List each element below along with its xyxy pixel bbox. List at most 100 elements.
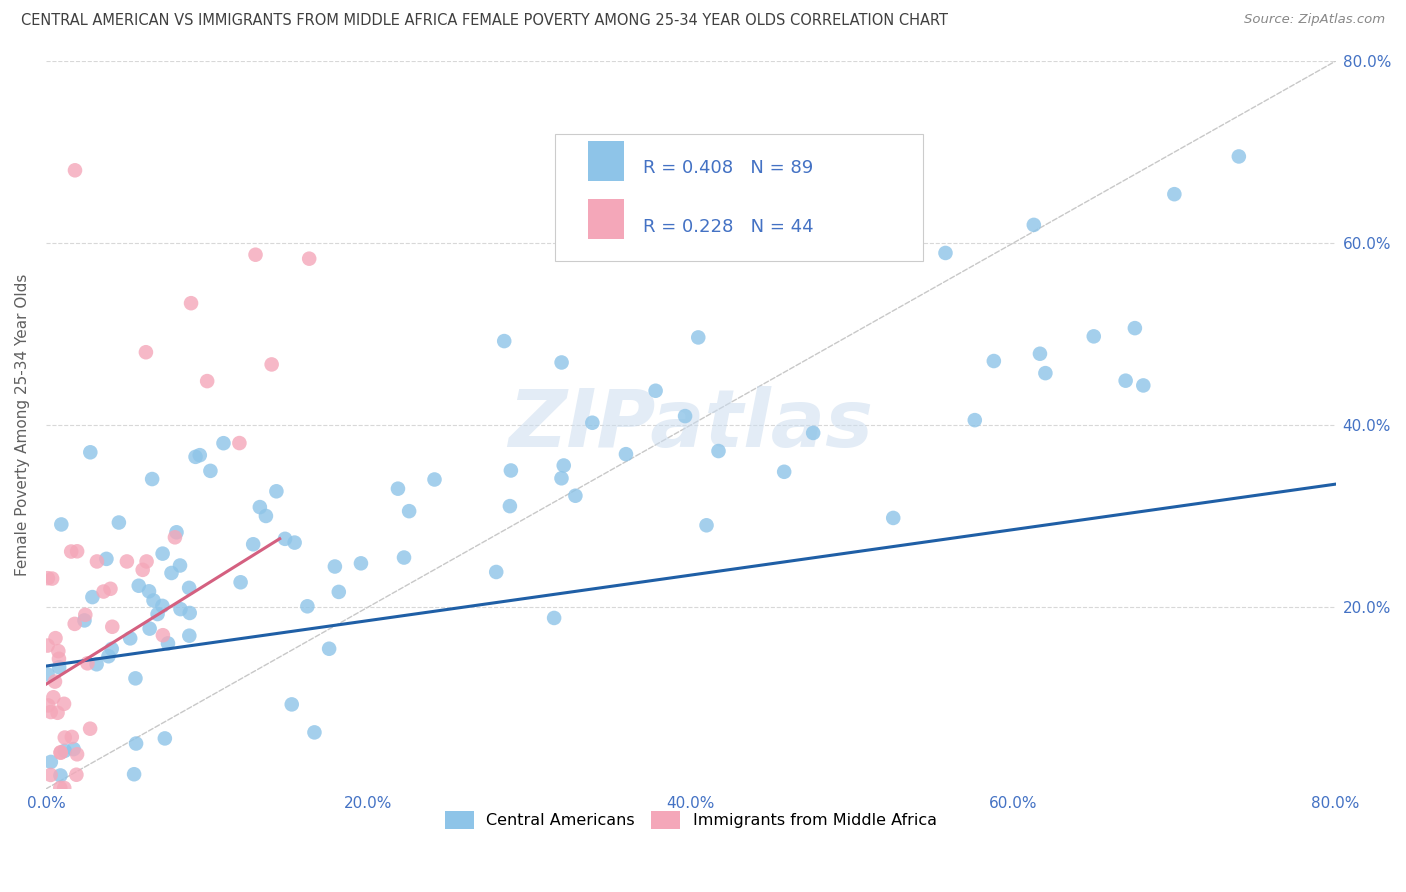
- Point: [124, 671, 146, 685]
- Point: [86, 657, 108, 672]
- Point: [284, 535, 307, 549]
- Point: [120, 632, 142, 646]
- Point: [281, 698, 304, 712]
- Point: [65, 768, 87, 782]
- Point: [318, 641, 340, 656]
- Y-axis label: Female Poverty Among 25-34 Year Olds: Female Poverty Among 25-34 Year Olds: [15, 274, 30, 576]
- Point: [188, 448, 211, 462]
- Point: [179, 629, 201, 643]
- Point: [229, 575, 252, 590]
- Point: [614, 447, 637, 461]
- Point: [195, 374, 218, 388]
- Point: [37, 667, 59, 681]
- Point: [983, 354, 1005, 368]
- Point: [1115, 374, 1137, 388]
- Point: [499, 463, 522, 477]
- Point: [135, 554, 157, 568]
- Point: [100, 641, 122, 656]
- Point: [51, 517, 73, 532]
- Point: [48, 652, 70, 666]
- Text: CENTRAL AMERICAN VS IMMIGRANTS FROM MIDDLE AFRICA FEMALE POVERTY AMONG 25-34 YEA: CENTRAL AMERICAN VS IMMIGRANTS FROM MIDD…: [21, 13, 948, 29]
- Point: [63, 163, 86, 178]
- Point: [1022, 218, 1045, 232]
- Point: [138, 622, 160, 636]
- Point: [146, 607, 169, 621]
- Point: [131, 563, 153, 577]
- Point: [1227, 149, 1250, 163]
- Point: [1123, 321, 1146, 335]
- Point: [266, 484, 288, 499]
- Point: [93, 584, 115, 599]
- Point: [53, 697, 76, 711]
- Point: [153, 731, 176, 746]
- Point: [260, 358, 283, 372]
- Point: [76, 657, 98, 671]
- Point: [323, 559, 346, 574]
- Point: [156, 636, 179, 650]
- Point: [66, 747, 89, 762]
- Point: [79, 445, 101, 459]
- Point: [274, 532, 297, 546]
- Point: [249, 500, 271, 514]
- Point: [200, 464, 222, 478]
- Point: [423, 473, 446, 487]
- Point: [135, 345, 157, 359]
- Point: [773, 465, 796, 479]
- FancyBboxPatch shape: [588, 141, 624, 181]
- Point: [297, 599, 319, 614]
- Point: [882, 511, 904, 525]
- Point: [46, 644, 69, 658]
- Point: [53, 780, 76, 795]
- Text: R = 0.228   N = 44: R = 0.228 N = 44: [643, 218, 814, 235]
- Point: [53, 744, 76, 758]
- Point: [688, 330, 710, 344]
- Point: [184, 450, 207, 464]
- Point: [304, 725, 326, 739]
- Point: [707, 444, 730, 458]
- Point: [60, 544, 83, 558]
- Point: [66, 544, 89, 558]
- Point: [1132, 378, 1154, 392]
- Point: [125, 737, 148, 751]
- Point: [150, 599, 173, 613]
- Point: [228, 436, 250, 450]
- Point: [212, 436, 235, 450]
- Point: [163, 530, 186, 544]
- Point: [48, 660, 70, 674]
- Point: [53, 731, 76, 745]
- Point: [169, 602, 191, 616]
- Point: [39, 768, 62, 782]
- Point: [934, 246, 956, 260]
- Point: [166, 525, 188, 540]
- Point: [96, 552, 118, 566]
- Point: [1029, 347, 1052, 361]
- Point: [179, 606, 201, 620]
- Point: [392, 550, 415, 565]
- Point: [245, 248, 267, 262]
- Point: [73, 614, 96, 628]
- Point: [160, 566, 183, 580]
- Point: [242, 537, 264, 551]
- Point: [49, 780, 72, 795]
- Point: [39, 755, 62, 769]
- Point: [49, 745, 72, 759]
- Point: [39, 705, 62, 719]
- Point: [82, 590, 104, 604]
- Point: [254, 508, 277, 523]
- Point: [543, 611, 565, 625]
- Point: [550, 355, 572, 369]
- Point: [180, 296, 202, 310]
- Point: [62, 742, 84, 756]
- Point: [44, 631, 66, 645]
- Point: [79, 722, 101, 736]
- Point: [494, 334, 516, 348]
- Point: [696, 518, 718, 533]
- Point: [75, 607, 97, 622]
- Point: [101, 620, 124, 634]
- Point: [1163, 187, 1185, 202]
- Point: [141, 472, 163, 486]
- Point: [350, 557, 373, 571]
- Point: [37, 639, 59, 653]
- Point: [564, 489, 586, 503]
- Text: R = 0.408   N = 89: R = 0.408 N = 89: [643, 160, 813, 178]
